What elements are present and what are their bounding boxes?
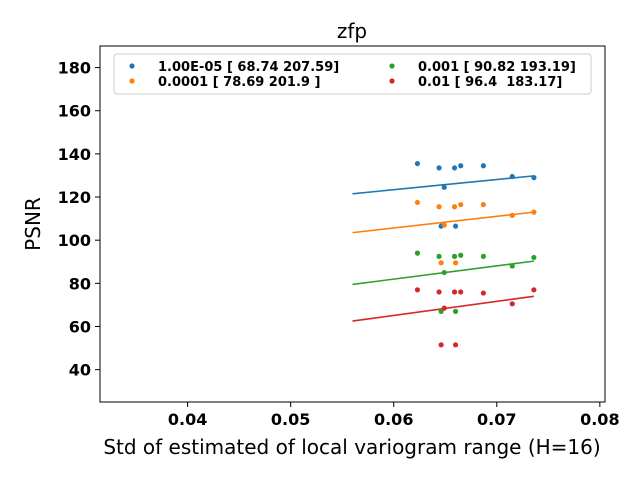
y-tick-label: 180: [58, 59, 91, 78]
data-point-series-1: [451, 165, 458, 171]
chart-title: zfp: [337, 19, 367, 43]
data-point-series-3: [531, 254, 537, 261]
y-tick-label: 80: [69, 274, 91, 293]
data-point-series-4: [452, 342, 459, 348]
legend-marker: [389, 63, 395, 69]
data-point-series-3: [480, 253, 486, 259]
data-point-series-1: [414, 160, 421, 167]
data-point-series-2: [436, 204, 442, 210]
legend-entry-label: 0.0001 [ 78.69 201.9 ]: [158, 75, 320, 90]
fit-lines: [352, 175, 534, 322]
legend-frame: [113, 53, 592, 95]
data-points: [414, 160, 537, 348]
fit-line-series-1: [352, 175, 534, 195]
y-tick-label: 120: [58, 188, 91, 207]
data-point-series-4: [438, 342, 444, 348]
data-point-series-1: [509, 173, 515, 180]
data-point-series-3: [452, 308, 459, 314]
y-tick-label: 40: [69, 361, 91, 380]
data-point-series-2: [480, 201, 486, 208]
data-point-series-1: [441, 184, 447, 190]
data-point-series-3: [451, 253, 458, 259]
plot-frame: [99, 45, 606, 403]
legend-marker: [129, 63, 135, 69]
y-axis: 40 60 80 100 120 140 160 180: [58, 59, 100, 380]
fit-line-series-2: [352, 211, 534, 234]
x-tick-label: 0.08: [580, 410, 619, 429]
y-tick-label: 60: [69, 317, 91, 336]
data-point-series-3: [441, 269, 447, 276]
data-point-series-2: [452, 260, 459, 266]
legend-entry-label: 0.01 [ 96.4 183.17]: [418, 75, 562, 90]
y-tick-label: 100: [58, 231, 91, 250]
x-axis-label: Std of estimated of local variogram rang…: [103, 435, 600, 459]
data-point-series-3: [458, 252, 464, 258]
data-point-series-4: [436, 289, 442, 295]
data-point-series-3: [509, 263, 515, 269]
data-point-series-4: [509, 301, 515, 307]
data-point-series-3: [436, 253, 442, 259]
data-point-series-2: [441, 222, 447, 228]
y-axis-label: PSNR: [21, 197, 45, 251]
x-axis: 0.04 0.05 0.06 0.07 0.08: [168, 402, 620, 429]
data-point-series-2: [438, 260, 444, 266]
data-point-series-4: [531, 287, 537, 293]
data-point-series-4: [451, 289, 458, 295]
data-point-series-1: [436, 165, 442, 171]
data-point-series-1: [480, 163, 486, 169]
plot-area: [99, 45, 606, 403]
legend: 1.00E-05 [ 68.74 207.59]0.0001 [ 78.69 2…: [113, 53, 592, 95]
y-tick-label: 160: [58, 102, 91, 121]
data-point-series-2: [451, 204, 458, 210]
data-point-series-3: [438, 308, 444, 314]
data-point-series-1: [458, 163, 464, 169]
data-point-series-1: [531, 175, 537, 181]
legend-marker: [389, 78, 395, 84]
legend-entry-label: 0.001 [ 90.82 193.19]: [418, 60, 576, 75]
x-tick-label: 0.04: [168, 410, 207, 429]
data-point-series-4: [441, 305, 447, 311]
data-point-series-3: [414, 250, 421, 256]
data-point-series-2: [414, 199, 421, 206]
legend-marker: [129, 78, 135, 84]
legend-entry-label: 1.00E-05 [ 68.74 207.59]: [158, 60, 339, 75]
data-point-series-4: [458, 289, 464, 295]
x-tick-label: 0.07: [477, 410, 516, 429]
data-point-series-4: [414, 287, 421, 293]
data-point-series-2: [509, 212, 515, 218]
x-tick-label: 0.05: [271, 410, 310, 429]
y-tick-label: 140: [58, 145, 91, 164]
data-point-series-1: [452, 223, 459, 229]
data-point-series-4: [480, 290, 486, 296]
data-point-series-2: [458, 201, 464, 208]
data-point-series-2: [531, 209, 537, 215]
x-tick-label: 0.06: [374, 410, 413, 429]
